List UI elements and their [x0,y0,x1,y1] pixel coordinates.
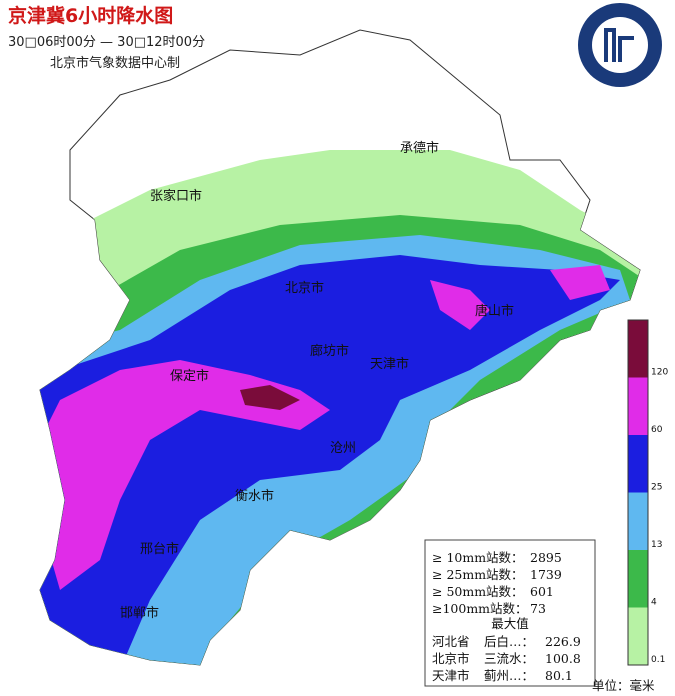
city-label: 张家口市 [150,188,202,204]
colorbar-tick-label: 13 [651,540,662,550]
logo-icon [604,28,634,62]
rain-area [430,280,490,330]
stat-value: 601 [530,584,554,599]
city-label: 保定市 [170,368,209,384]
colorbar-segment [628,435,648,493]
max-province: 天津市 [432,668,470,683]
colorbar-segment [628,492,648,550]
colorbar-segment [628,607,648,665]
city-label: 邯郸市 [120,605,159,621]
title: 京津冀6小时降水图 [8,4,173,27]
max-value: 100.8 [545,651,581,666]
colorbar-segment [628,550,648,608]
city-label: 廊坊市 [310,343,349,359]
stat-value: 1739 [530,567,562,582]
stat-label: ≥ 10mm站数： [432,550,524,565]
city-label: 邢台市 [140,541,179,557]
max-heading: 最大值 [491,616,529,631]
subtitle: 30□06时00分 — 30□12时00分 [8,35,205,50]
stat-value: 2895 [530,550,562,565]
stat-label: ≥ 25mm站数： [432,567,524,582]
rain-area [240,385,300,410]
source: 北京市气象数据中心制 [50,55,180,71]
max-province: 北京市 [432,651,470,666]
rain-area [40,360,330,590]
max-station: 三流水： [484,651,534,666]
max-value: 226.9 [545,634,581,649]
colorbar-tick-label: 120 [651,368,668,378]
colorbar-frame [627,319,649,666]
stat-label: ≥ 50mm站数： [432,584,524,599]
colorbar-tick-label: 0.1 [651,655,665,665]
stats-frame [424,539,596,687]
unit: 单位：毫米 [592,678,655,693]
rain-area [40,255,620,665]
colorbar-segment [628,377,648,435]
logo [578,3,662,87]
colorbar-tick-label: 25 [651,483,662,493]
stat-value: 73 [530,601,546,616]
city-label: 衡水市 [235,488,274,504]
stats-box: ≥ 10mm站数： 2895 ≥ 25mm站数： 1739 ≥ 50mm站数： 601≥1… [424,539,596,687]
rain-area [550,265,610,300]
colorbar: 0.1 4 13 25 60 120 [627,319,668,666]
max-station: 蓟州…： [484,668,534,683]
max-province: 河北省 [432,634,470,649]
colorbar-tick-label: 4 [651,598,657,608]
colorbar-segment [628,320,648,378]
max-value: 80.1 [545,668,573,683]
colorbar-tick-label: 60 [651,425,663,435]
max-station: 后白…： [484,634,534,649]
city-label: 承德市 [400,140,439,156]
city-label: 唐山市 [475,303,514,319]
city-label: 沧州 [330,440,356,456]
city-label: 北京市 [285,280,324,296]
city-label: 天津市 [370,356,409,372]
stat-label: ≥100mm站数： [432,601,528,616]
